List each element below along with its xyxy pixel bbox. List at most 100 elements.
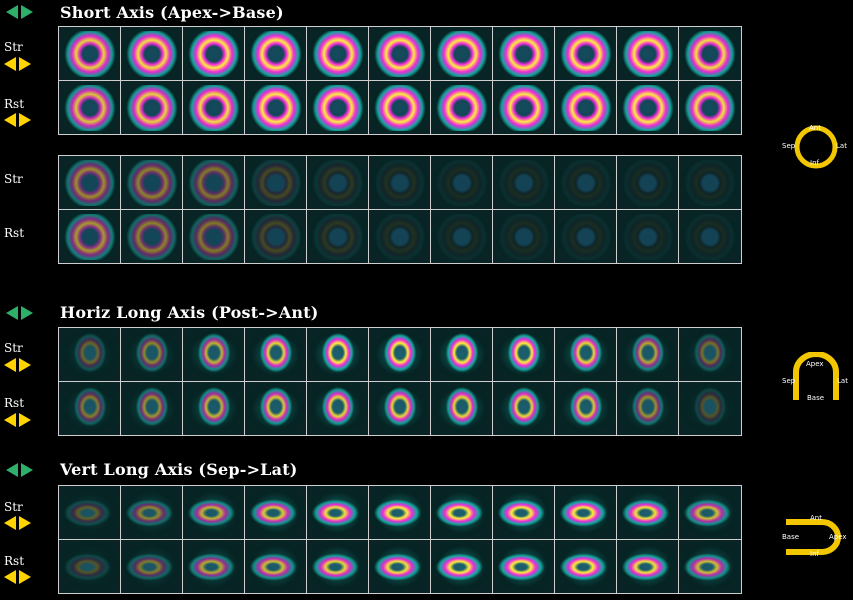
scan-slice[interactable] [617, 486, 679, 539]
scan-slice[interactable] [555, 156, 617, 209]
scan-slice[interactable] [369, 210, 431, 263]
triangle-left-icon[interactable] [4, 113, 16, 127]
scan-slice[interactable] [369, 27, 431, 80]
scan-slice[interactable] [679, 328, 741, 381]
scan-slice[interactable] [369, 328, 431, 381]
scan-slice[interactable] [679, 210, 741, 263]
scan-slice[interactable] [431, 382, 493, 435]
scan-slice[interactable] [183, 486, 245, 539]
scan-slice[interactable] [493, 81, 555, 134]
scan-slice[interactable] [617, 540, 679, 593]
scan-slice[interactable] [121, 27, 183, 80]
scan-slice[interactable] [245, 210, 307, 263]
triangle-left-icon[interactable] [6, 5, 18, 19]
scan-slice[interactable] [617, 81, 679, 134]
scan-slice[interactable] [617, 382, 679, 435]
triangle-left-icon[interactable] [4, 516, 16, 530]
scan-slice[interactable] [679, 27, 741, 80]
scan-slice[interactable] [245, 328, 307, 381]
scan-slice[interactable] [59, 540, 121, 593]
triangle-right-icon[interactable] [21, 463, 33, 477]
scan-slice[interactable] [183, 27, 245, 80]
scan-slice[interactable] [183, 156, 245, 209]
scan-slice[interactable] [59, 27, 121, 80]
triangle-left-icon[interactable] [4, 358, 16, 372]
scan-slice[interactable] [121, 81, 183, 134]
scan-slice[interactable] [121, 540, 183, 593]
scan-slice[interactable] [617, 328, 679, 381]
scan-slice[interactable] [121, 328, 183, 381]
scan-slice[interactable] [59, 81, 121, 134]
scan-slice[interactable] [59, 328, 121, 381]
scan-slice[interactable] [493, 210, 555, 263]
scan-slice[interactable] [369, 156, 431, 209]
scan-slice[interactable] [59, 486, 121, 539]
scan-slice[interactable] [245, 81, 307, 134]
scan-slice[interactable] [679, 486, 741, 539]
triangle-right-icon[interactable] [19, 570, 31, 584]
scan-slice[interactable] [121, 210, 183, 263]
scan-slice[interactable] [493, 27, 555, 80]
scan-slice[interactable] [555, 210, 617, 263]
triangle-right-icon[interactable] [19, 113, 31, 127]
scan-slice[interactable] [493, 486, 555, 539]
scan-slice[interactable] [679, 382, 741, 435]
scan-slice[interactable] [431, 540, 493, 593]
scan-slice[interactable] [493, 382, 555, 435]
scan-slice[interactable] [245, 540, 307, 593]
scan-slice[interactable] [555, 27, 617, 80]
scan-slice[interactable] [493, 540, 555, 593]
scan-slice[interactable] [59, 382, 121, 435]
scan-slice[interactable] [369, 382, 431, 435]
scan-slice[interactable] [679, 81, 741, 134]
triangle-right-icon[interactable] [19, 358, 31, 372]
scan-slice[interactable] [431, 27, 493, 80]
scan-slice[interactable] [307, 27, 369, 80]
scan-slice[interactable] [431, 81, 493, 134]
scan-slice[interactable] [679, 156, 741, 209]
scan-slice[interactable] [431, 328, 493, 381]
scan-slice[interactable] [245, 382, 307, 435]
scan-slice[interactable] [245, 486, 307, 539]
triangle-right-icon[interactable] [19, 413, 31, 427]
scan-slice[interactable] [617, 27, 679, 80]
scan-slice[interactable] [369, 540, 431, 593]
scan-slice[interactable] [307, 210, 369, 263]
scan-slice[interactable] [183, 328, 245, 381]
scan-slice[interactable] [679, 540, 741, 593]
scan-slice[interactable] [431, 486, 493, 539]
scan-slice[interactable] [555, 328, 617, 381]
scan-slice[interactable] [307, 540, 369, 593]
scan-slice[interactable] [555, 81, 617, 134]
scan-slice[interactable] [59, 156, 121, 209]
triangle-right-icon[interactable] [21, 306, 33, 320]
scan-slice[interactable] [307, 382, 369, 435]
scan-slice[interactable] [617, 210, 679, 263]
scan-slice[interactable] [59, 210, 121, 263]
scan-slice[interactable] [307, 328, 369, 381]
scan-slice[interactable] [555, 486, 617, 539]
scan-slice[interactable] [307, 486, 369, 539]
scan-slice[interactable] [121, 486, 183, 539]
scan-slice[interactable] [183, 382, 245, 435]
scan-slice[interactable] [493, 328, 555, 381]
scan-slice[interactable] [183, 540, 245, 593]
scan-slice[interactable] [369, 81, 431, 134]
triangle-left-icon[interactable] [4, 57, 16, 71]
scan-slice[interactable] [245, 27, 307, 80]
scan-slice[interactable] [121, 382, 183, 435]
scan-slice[interactable] [369, 486, 431, 539]
scan-slice[interactable] [431, 156, 493, 209]
triangle-left-icon[interactable] [6, 306, 18, 320]
triangle-left-icon[interactable] [4, 413, 16, 427]
scan-slice[interactable] [617, 156, 679, 209]
triangle-right-icon[interactable] [21, 5, 33, 19]
triangle-left-icon[interactable] [6, 463, 18, 477]
scan-slice[interactable] [245, 156, 307, 209]
scan-slice[interactable] [493, 156, 555, 209]
scan-slice[interactable] [183, 81, 245, 134]
triangle-right-icon[interactable] [19, 516, 31, 530]
scan-slice[interactable] [183, 210, 245, 263]
scan-slice[interactable] [121, 156, 183, 209]
scan-slice[interactable] [431, 210, 493, 263]
